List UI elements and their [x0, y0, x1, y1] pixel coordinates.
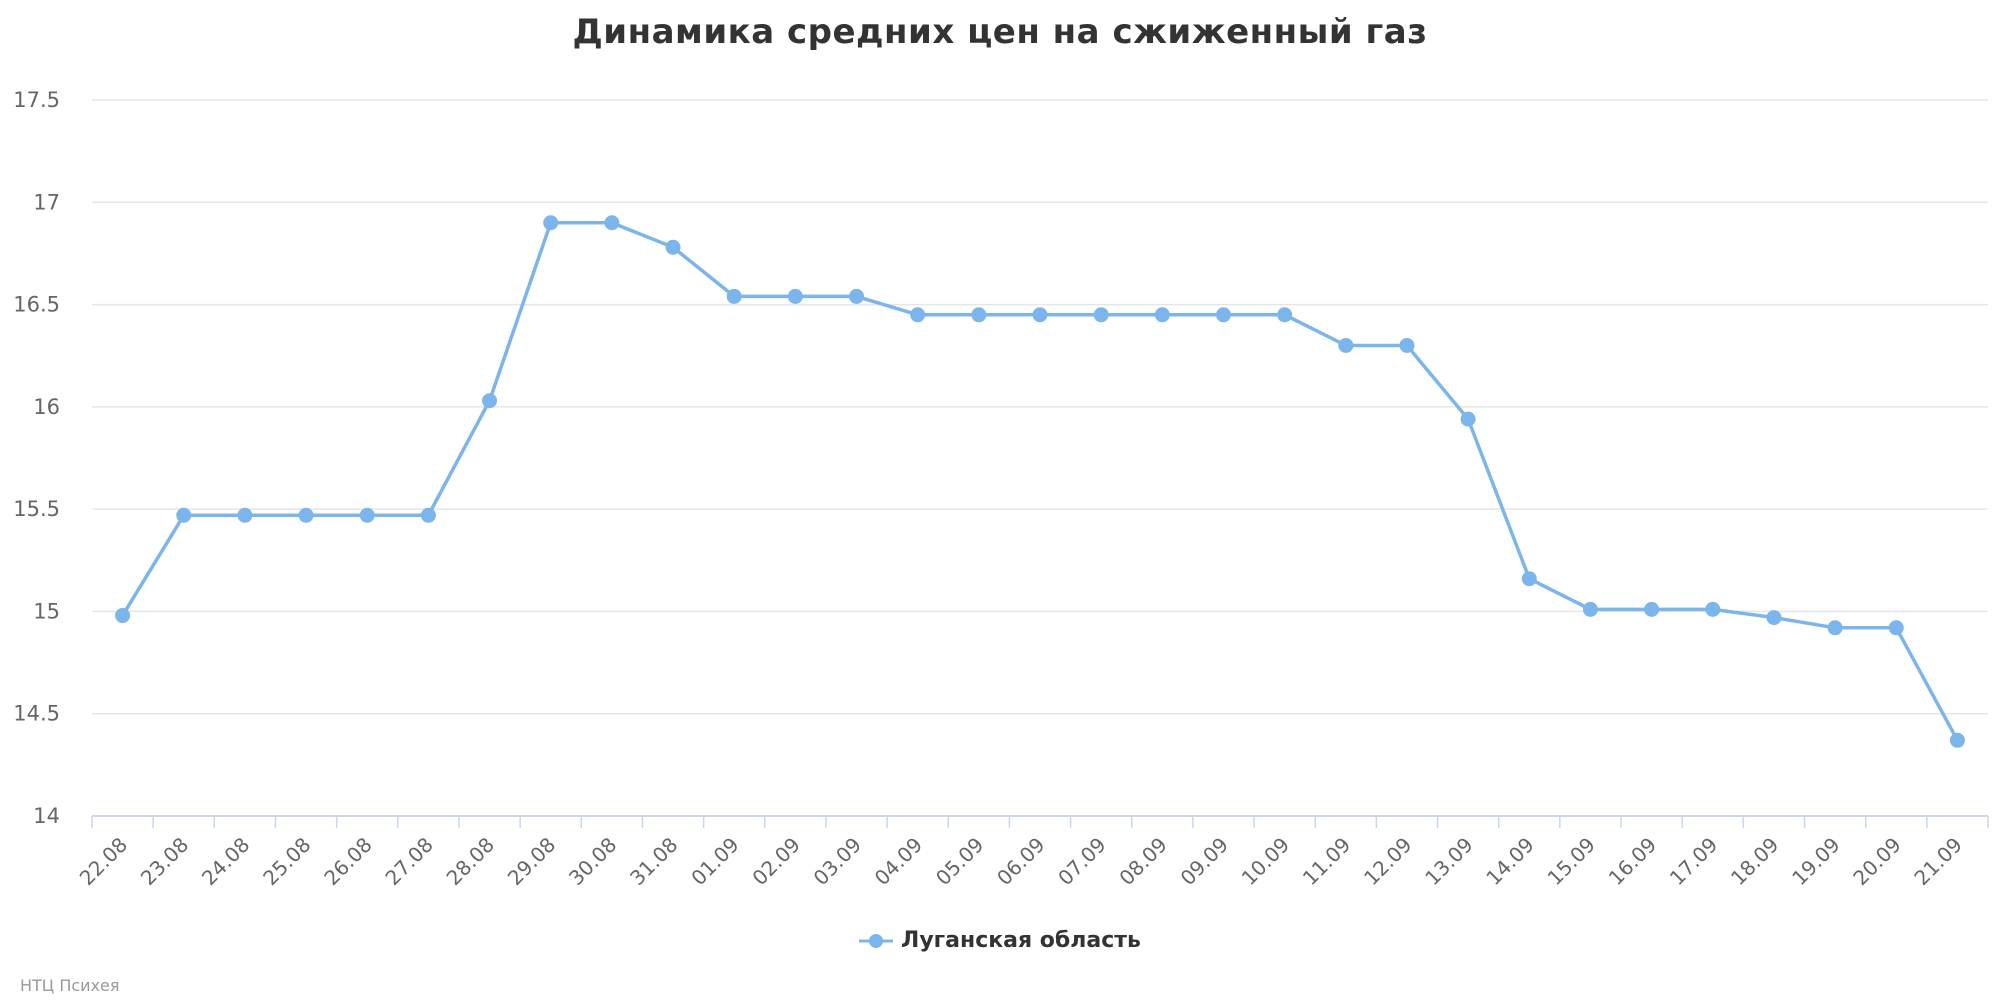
x-tick-label: 04.09: [870, 833, 927, 890]
data-point[interactable]: [665, 239, 681, 255]
x-tick-label: 09.09: [1176, 833, 1233, 890]
data-point[interactable]: [971, 307, 987, 323]
series-line: [120, 220, 1960, 743]
credits-text: НТЦ Психея: [20, 976, 120, 995]
data-point[interactable]: [1215, 307, 1231, 323]
x-tick-label: 12.09: [1359, 833, 1416, 890]
data-point[interactable]: [1154, 307, 1170, 323]
data-point[interactable]: [543, 215, 559, 231]
x-tick-label: 31.08: [625, 833, 682, 890]
y-tick-label: 16: [33, 395, 60, 419]
series-points: [115, 215, 1965, 748]
data-point[interactable]: [420, 507, 436, 523]
x-tick-label: 18.09: [1726, 833, 1783, 890]
x-tick-label: 27.08: [380, 833, 437, 890]
data-point[interactable]: [1277, 307, 1293, 323]
x-tick-label: 23.08: [136, 833, 193, 890]
data-point[interactable]: [1399, 337, 1415, 353]
data-point[interactable]: [482, 393, 498, 409]
data-point[interactable]: [237, 507, 253, 523]
data-point[interactable]: [1582, 601, 1598, 617]
legend-marker-icon: [859, 933, 894, 948]
x-tick-label: 05.09: [931, 833, 988, 890]
x-tick-label: 21.09: [1909, 833, 1966, 890]
x-tick-label: 02.09: [747, 833, 804, 890]
x-tick-label: 22.08: [75, 833, 132, 890]
x-tick-label: 30.08: [564, 833, 621, 890]
data-point[interactable]: [115, 608, 131, 624]
y-tick-label: 15: [33, 599, 60, 623]
x-tick-label: 15.09: [1543, 833, 1600, 890]
y-tick-label: 17: [33, 190, 60, 214]
y-tick-label: 14.5: [13, 702, 60, 726]
x-tick-label: 13.09: [1420, 833, 1477, 890]
data-point[interactable]: [1949, 732, 1965, 748]
legend: Луганская область: [0, 928, 2000, 953]
y-tick-label: 14: [33, 804, 60, 828]
x-tick-label: 19.09: [1787, 833, 1844, 890]
data-point[interactable]: [1827, 620, 1843, 636]
y-tick-label: 15.5: [13, 497, 60, 521]
data-point[interactable]: [1093, 307, 1109, 323]
data-point[interactable]: [359, 507, 375, 523]
x-tick-label: 17.09: [1665, 833, 1722, 890]
data-point[interactable]: [1888, 620, 1904, 636]
data-point[interactable]: [1644, 601, 1660, 617]
x-tick-label: 07.09: [1053, 833, 1110, 890]
x-tick-label: 10.09: [1237, 833, 1294, 890]
x-tick-label: 28.08: [442, 833, 499, 890]
data-point[interactable]: [849, 288, 865, 304]
x-tick-label: 25.08: [258, 833, 315, 890]
x-tick-label: 26.08: [319, 833, 376, 890]
data-point[interactable]: [726, 288, 742, 304]
x-tick-label: 01.09: [686, 833, 743, 890]
data-point[interactable]: [1338, 337, 1354, 353]
data-point[interactable]: [787, 288, 803, 304]
x-axis: 22.08 23.08 24.08 25.08 26.08 27.08 28.08 29.08…: [75, 815, 1989, 890]
legend-item[interactable]: Луганская область: [859, 928, 1141, 953]
data-point[interactable]: [910, 307, 926, 323]
x-tick-label: 03.09: [809, 833, 866, 890]
x-tick-label: 08.09: [1114, 833, 1171, 890]
x-tick-label: 14.09: [1481, 833, 1538, 890]
x-tick-label: 16.09: [1604, 833, 1661, 890]
data-point[interactable]: [298, 507, 314, 523]
data-point[interactable]: [1521, 571, 1537, 587]
data-point[interactable]: [604, 215, 620, 231]
x-tick-label: 29.08: [503, 833, 560, 890]
y-tick-label: 17.5: [13, 88, 60, 112]
data-point[interactable]: [176, 507, 192, 523]
data-point[interactable]: [1460, 411, 1476, 427]
x-tick-label: 24.08: [197, 833, 254, 890]
x-tick-label: 20.09: [1848, 833, 1905, 890]
series-lines: [120, 220, 1960, 743]
y-axis: 14 14.5 15 15.5 16 16.5 17 17.5: [13, 88, 60, 828]
data-point[interactable]: [1705, 601, 1721, 617]
data-point[interactable]: [1032, 307, 1048, 323]
x-tick-label: 11.09: [1298, 833, 1355, 890]
legend-label: Луганская область: [901, 928, 1141, 953]
data-point[interactable]: [1766, 610, 1782, 626]
x-tick-label: 06.09: [992, 833, 1049, 890]
gridlines: [92, 99, 1988, 715]
chart-title: Динамика средних цен на сжиженный газ: [572, 12, 1428, 52]
y-tick-label: 16.5: [13, 293, 60, 317]
